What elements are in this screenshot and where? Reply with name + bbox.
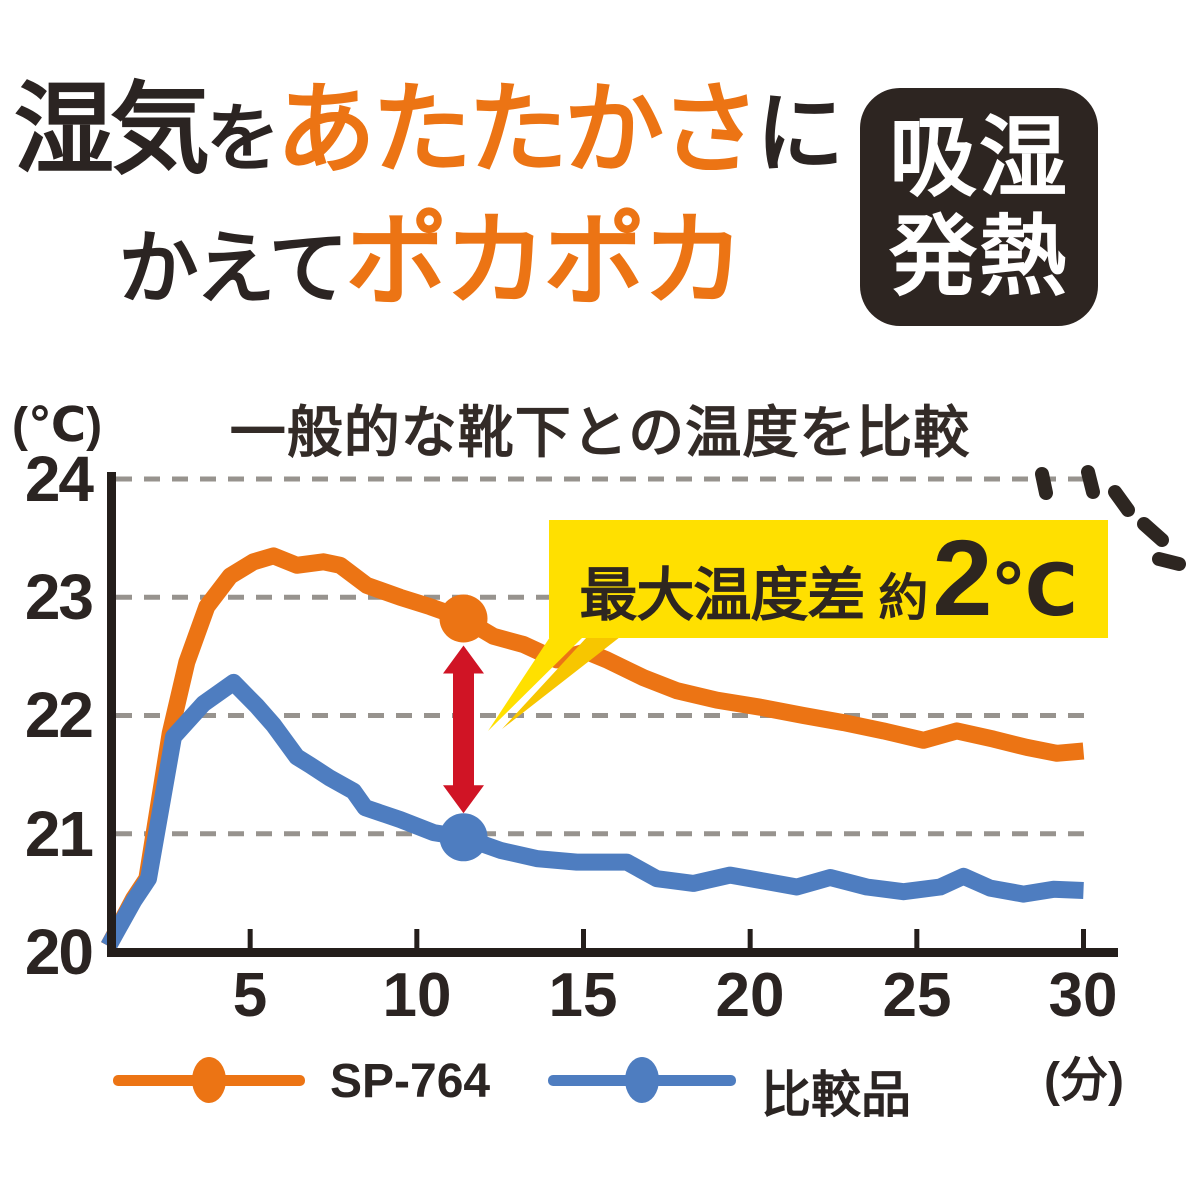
kyushitsu-hatsunetsu-badge: 吸湿 発熱 [860, 88, 1098, 326]
emphasis-stroke-3 [1108, 485, 1135, 517]
line-hikakuhin [101, 673, 1084, 951]
title-text-kaete: かえて [118, 224, 349, 313]
hikakuhin-marker-dot [439, 813, 488, 862]
emphasis-stroke-1 [1035, 467, 1053, 500]
legend-label-sp764: SP-764 [330, 1055, 491, 1108]
axes [107, 472, 1118, 957]
x-tick-label-30: 30 [1048, 961, 1118, 1030]
x-tick-label-5: 5 [232, 961, 268, 1030]
y-tick-label-23: 23 [24, 561, 94, 633]
diff-arrow [442, 645, 484, 814]
line-sp764 [100, 547, 1085, 951]
max-diff-callout: 最大温度差 約 2 ℃ [549, 520, 1108, 638]
emphasis-stroke-4 [1137, 517, 1169, 547]
x-axis-unit-label: (分) [1044, 1054, 1124, 1107]
emphasis-stroke-2 [1081, 465, 1100, 499]
y-tick-label-21: 21 [24, 798, 94, 870]
badge-text-line2: 発熱 [888, 207, 1069, 306]
title-text-shikke: 湿気 [14, 74, 210, 186]
chart-title: 一般的な靴下との温度を比較 [229, 401, 971, 464]
y-tick-label-20: 20 [24, 916, 94, 988]
callout-tail [488, 637, 620, 731]
y-axis-unit-label: (℃) [12, 399, 103, 452]
y-tick-label-24: 24 [24, 443, 94, 515]
callout-unit: ℃ [990, 551, 1078, 631]
title-text-atatakasa: あたたかさ [276, 74, 760, 186]
legend-dot-sp764 [192, 1057, 226, 1103]
callout-value: 2 [932, 517, 992, 638]
title-text-wo: を [206, 97, 280, 180]
callout-tail-dark [502, 637, 620, 729]
main-title-line1: 湿気をあたたかさに [14, 74, 844, 186]
sp764-marker-dot [439, 594, 488, 643]
callout-approx: 約 [878, 570, 929, 626]
title-text-ni: に [756, 84, 844, 183]
legend-label-hikakuhin: 比較品 [761, 1067, 911, 1123]
x-tick-label-15: 15 [548, 961, 618, 1030]
y-tick-label-22: 22 [24, 679, 94, 751]
x-tick-label-25: 25 [882, 961, 952, 1030]
callout-tail-bright [488, 637, 583, 731]
main-title-line2: かえて ポカポカ [0, 204, 860, 318]
x-tick-label-20: 20 [715, 961, 785, 1030]
legend-dot-hikakuhin [625, 1057, 659, 1103]
emphasis-marks [1035, 465, 1186, 571]
badge-text-line1: 吸湿 [888, 107, 1069, 207]
title-text-pokapoka: ポカポカ [345, 204, 745, 318]
x-tick-marks [247, 929, 1086, 948]
callout-label: 最大温度差 [579, 563, 865, 628]
x-tick-label-10: 10 [382, 961, 452, 1030]
emphasis-stroke-5 [1152, 552, 1186, 571]
